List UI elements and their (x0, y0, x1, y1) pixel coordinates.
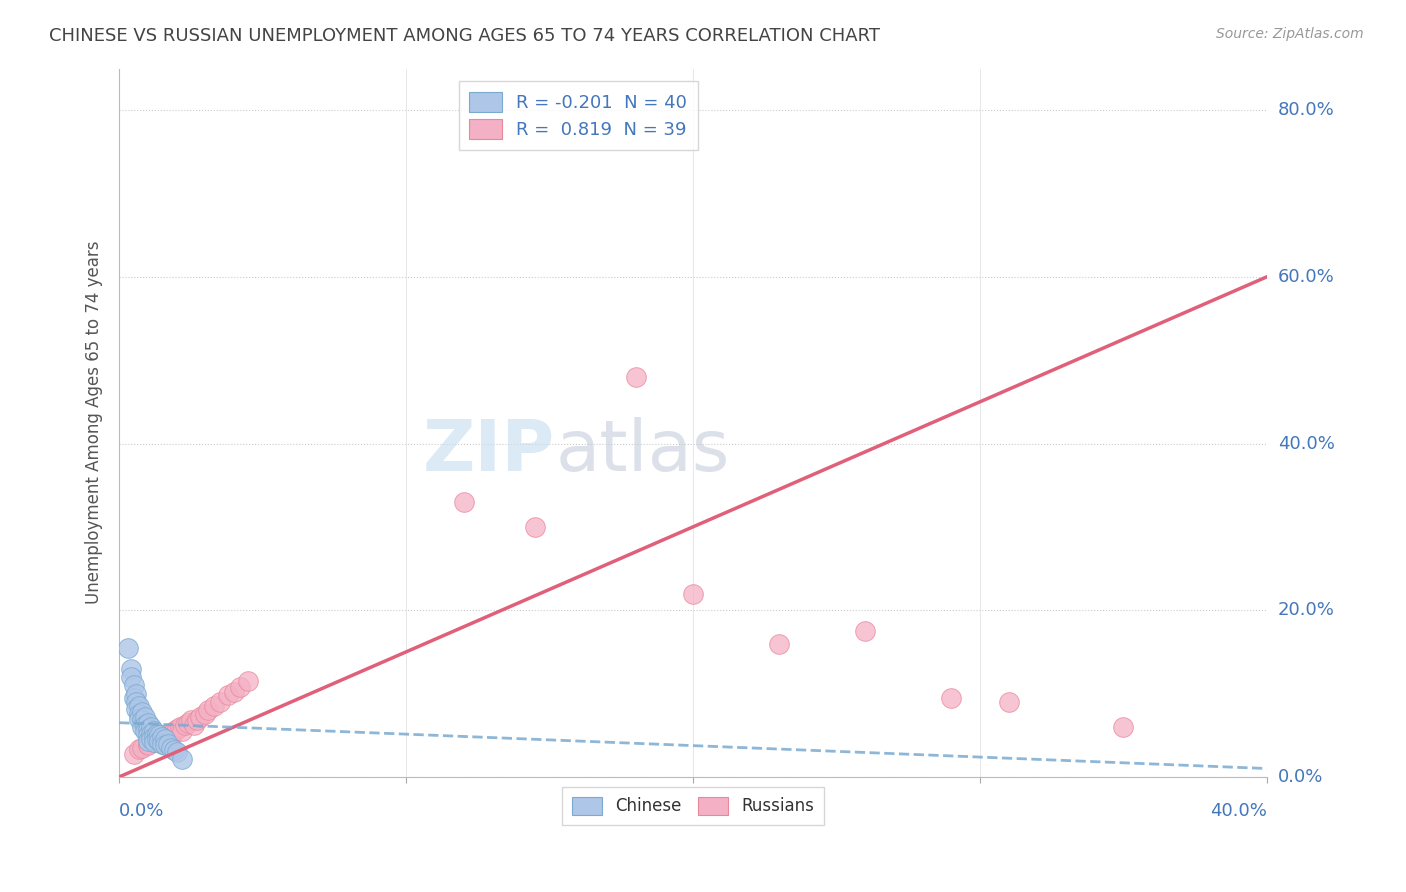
Point (172, 724, 194, 739)
Point (524, 520, 547, 534)
Point (997, 695, 1019, 709)
Text: 40.0%: 40.0% (1278, 434, 1334, 452)
Point (131, 713, 153, 727)
Point (208, 695, 231, 709)
Point (453, 495, 475, 509)
Point (222, 685, 245, 699)
Point (163, 743, 186, 757)
Point (128, 699, 150, 714)
Point (150, 737, 173, 751)
Point (145, 732, 167, 747)
Point (682, 586, 704, 600)
Point (128, 742, 150, 756)
Point (122, 690, 145, 705)
Point (853, 624, 876, 638)
Point (148, 734, 170, 748)
Point (139, 726, 162, 740)
Point (128, 707, 150, 722)
Point (148, 728, 170, 742)
Point (125, 695, 148, 709)
Text: ZIP: ZIP (423, 417, 555, 485)
Point (150, 730, 173, 744)
Point (120, 670, 142, 684)
Point (197, 703, 219, 717)
Point (120, 661, 142, 675)
Point (624, 369, 647, 384)
Point (229, 680, 252, 694)
Point (117, 640, 139, 655)
Text: 20.0%: 20.0% (1278, 601, 1334, 619)
Point (157, 737, 180, 751)
Point (142, 724, 165, 739)
Point (136, 722, 159, 736)
Text: atlas: atlas (555, 417, 730, 485)
Point (188, 710, 211, 724)
Point (186, 713, 208, 727)
Text: 0.0%: 0.0% (120, 802, 165, 820)
Text: 60.0%: 60.0% (1278, 268, 1334, 285)
Point (166, 745, 188, 759)
Text: 0.0%: 0.0% (1278, 768, 1323, 786)
Point (142, 735, 165, 749)
Point (1112, 720, 1135, 734)
Point (160, 730, 183, 744)
Point (768, 636, 790, 650)
Point (139, 732, 162, 747)
Point (125, 687, 148, 701)
Point (166, 722, 188, 736)
Text: Source: ZipAtlas.com: Source: ZipAtlas.com (1216, 27, 1364, 41)
Point (148, 735, 170, 749)
Text: 80.0%: 80.0% (1278, 101, 1334, 120)
Point (217, 688, 239, 702)
Point (150, 730, 173, 744)
Point (131, 740, 153, 755)
Point (180, 713, 202, 727)
Point (125, 701, 148, 715)
Point (157, 726, 180, 740)
Point (145, 732, 167, 747)
Point (128, 712, 150, 726)
Point (153, 728, 176, 742)
Text: 40.0%: 40.0% (1211, 802, 1267, 820)
Point (142, 735, 165, 749)
Point (136, 737, 159, 751)
Legend: Chinese, Russians: Chinese, Russians (562, 787, 824, 825)
Point (145, 726, 167, 740)
Point (142, 730, 165, 744)
Point (183, 718, 205, 732)
Point (160, 740, 183, 755)
Point (134, 724, 156, 739)
Point (139, 720, 162, 734)
Point (134, 710, 156, 724)
Point (153, 738, 176, 752)
Point (153, 732, 176, 747)
Point (134, 718, 156, 732)
Point (238, 673, 260, 688)
Point (136, 734, 159, 748)
Point (202, 699, 225, 714)
Point (163, 724, 186, 739)
Point (136, 715, 159, 730)
Point (122, 747, 145, 761)
Point (136, 728, 159, 742)
Y-axis label: Unemployment Among Ages 65 to 74 years: Unemployment Among Ages 65 to 74 years (86, 241, 103, 605)
Point (172, 751, 194, 765)
Point (131, 720, 153, 734)
Point (169, 720, 191, 734)
Point (174, 718, 197, 732)
Point (177, 715, 200, 730)
Point (131, 705, 153, 719)
Point (194, 707, 217, 722)
Point (941, 690, 963, 705)
Point (136, 738, 159, 752)
Point (122, 678, 145, 692)
Text: CHINESE VS RUSSIAN UNEMPLOYMENT AMONG AGES 65 TO 74 YEARS CORRELATION CHART: CHINESE VS RUSSIAN UNEMPLOYMENT AMONG AG… (49, 27, 880, 45)
